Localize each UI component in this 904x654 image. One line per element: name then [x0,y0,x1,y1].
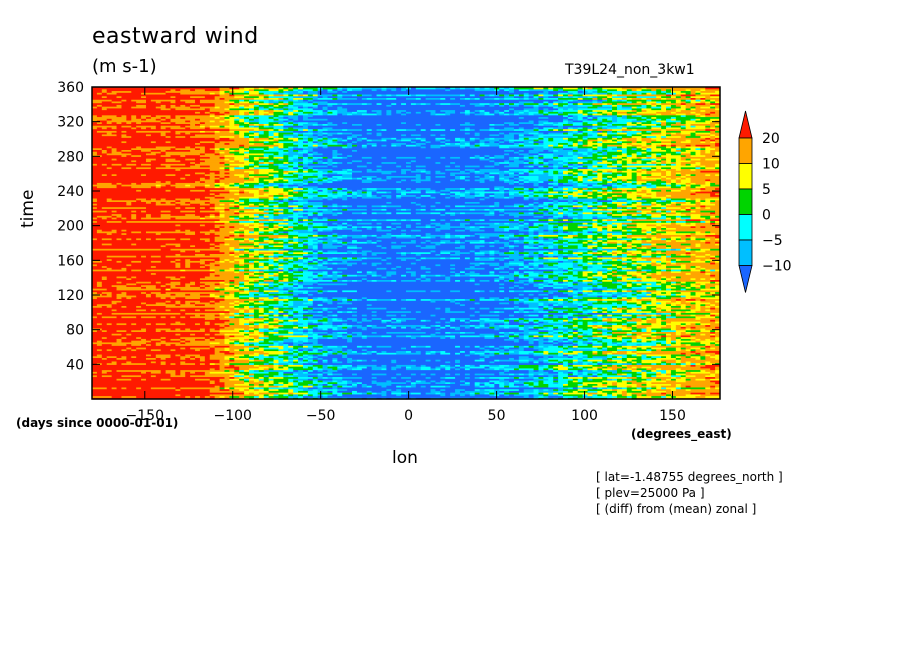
colorbar-label: 10 [762,157,780,173]
x-tick-label: 0 [404,408,413,424]
y-tick-label: 320 [57,115,84,131]
plot-frame [91,86,721,400]
colorbar-label: 0 [762,208,771,224]
colorbar-box [738,214,753,241]
y-tick-label: 200 [57,219,84,235]
colorbar-arrow-top [738,110,753,139]
x-tick-label: 100 [571,408,598,424]
colorbar-box [738,163,753,190]
y-tick-label: 280 [57,149,84,165]
note-plev: [ plev=25000 Pa ] [596,486,705,500]
colorbar: 20 10 5 0 −5 −10 [738,110,792,293]
x-axis-label: lon [392,448,418,468]
heatmap-field [92,87,721,400]
x-tick-label: −150 [126,408,164,424]
colorbar-box [738,239,753,266]
chart-title: eastward wind [92,24,259,49]
colorbar-label: 20 [762,131,780,147]
note-lat: [ lat=-1.48755 degrees_north ] [596,470,783,484]
x-tick-label: 50 [488,408,506,424]
colorbar-box [738,188,753,215]
colorbar-label: −10 [762,259,792,275]
chart-units: (m s-1) [92,56,157,77]
y-tick-label: 40 [66,357,84,373]
y-tick-label: 120 [57,288,84,304]
y-tick-label: 240 [57,184,84,200]
axes: −150 −100 −50 0 50 100 150 40 80 120 160 200 240 280 3… [57,80,720,424]
x-axis-units: (degrees_east) [631,427,732,441]
colorbar-label: −5 [762,233,783,249]
y-tick-label: 80 [66,323,84,339]
y-axis-units: (days since 0000-01-01) [16,416,179,430]
y-tick-label: 360 [57,80,84,96]
run-label: T39L24_non_3kw1 [565,62,695,78]
note-diff: [ (diff) from (mean) zonal ] [596,502,757,516]
x-tick-label: 150 [659,408,686,424]
y-tick-label: 160 [57,253,84,269]
colorbar-label: 5 [762,182,771,198]
x-tick-label: −100 [214,408,252,424]
x-tick-label: −50 [306,408,336,424]
colorbar-arrow-bottom [738,265,753,293]
colorbar-box [738,137,753,164]
